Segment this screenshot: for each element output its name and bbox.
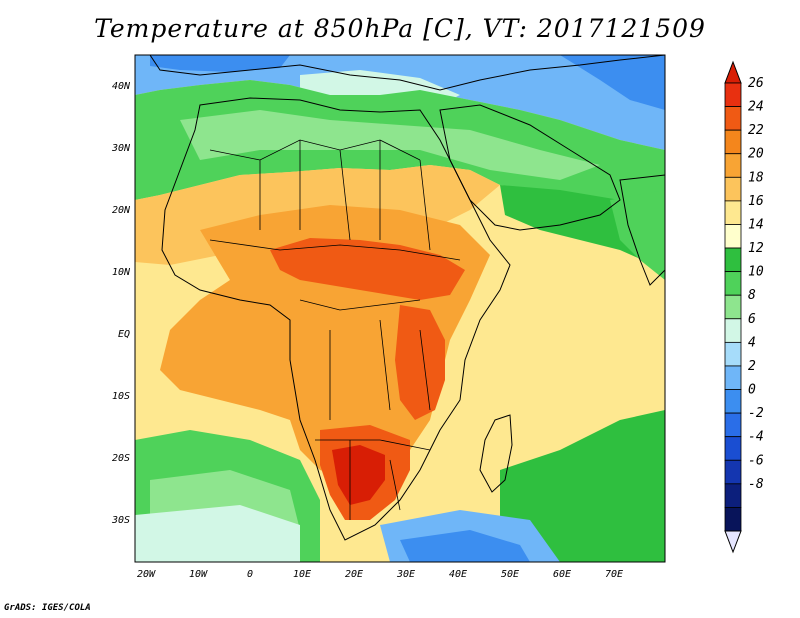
colorbar-segments	[724, 82, 742, 532]
border-lines-north	[209, 139, 431, 251]
lon-tick-label: 10E	[293, 569, 311, 580]
colorbar-segment	[724, 82, 742, 107]
europe-coastline	[149, 55, 665, 91]
colorbar-label: 26	[748, 76, 764, 91]
colorbar-segment	[724, 106, 742, 131]
colorbar-segment	[724, 341, 742, 367]
colorbar-label: 10	[748, 265, 764, 280]
colorbar-label: 2	[748, 359, 756, 374]
south-atlantic-pale	[135, 505, 300, 562]
chart-title: Temperature at 850hPa [C], VT: 201712150…	[94, 14, 706, 43]
lon-tick-label: 10W	[189, 569, 208, 580]
colorbar-segment	[724, 459, 742, 485]
colorbar-label: 24	[748, 100, 764, 115]
lon-tick-label: 70E	[605, 569, 623, 580]
border-lines-south	[315, 439, 431, 520]
colorbar-segment	[724, 153, 742, 178]
lat-tick-label: 10N	[112, 267, 131, 278]
colorbar-label: 12	[748, 241, 764, 256]
lon-tick-label: 0	[247, 569, 253, 580]
lat-tick-label: 30S	[111, 515, 130, 526]
south-indian-green	[500, 410, 665, 562]
colorbar-label: -2	[748, 406, 764, 421]
colorbar-segment	[724, 507, 742, 532]
colorbar-label: 8	[748, 288, 756, 303]
border-lines-central	[209, 239, 461, 420]
madagascar-coastline	[479, 414, 513, 493]
colorbar-segment	[724, 412, 742, 438]
lon-tick-label: 20W	[137, 569, 156, 580]
lat-tick-label: 10S	[112, 391, 130, 402]
colorbar-label: 18	[748, 170, 764, 185]
lat-tick-label: EQ	[118, 329, 130, 340]
colorbar-segment	[724, 271, 742, 296]
colorbar-segment	[724, 247, 742, 273]
colorbar-segment	[724, 294, 742, 320]
colorbar-label: 16	[748, 194, 764, 209]
colorbar-segment	[724, 318, 742, 343]
sahel-hot-core	[270, 238, 465, 300]
colorbar-label: 14	[748, 217, 764, 232]
lat-tick-label: 40N	[112, 81, 131, 92]
footer-credit: GrADS: IGES/COLA	[4, 603, 91, 613]
coastlines	[149, 55, 665, 541]
lon-tick-label: 20E	[345, 569, 363, 580]
southern-africa-hottest	[332, 445, 385, 505]
colorbar-label: 22	[748, 123, 764, 138]
lon-tick-label: 50E	[501, 569, 519, 580]
colorbar-segment	[724, 365, 742, 390]
lat-tick-label: 20N	[112, 205, 131, 216]
country-borders	[209, 139, 461, 520]
lat-tick-label: 30N	[111, 143, 131, 154]
colorbar-label: 6	[748, 312, 756, 327]
north-deep-blue	[150, 55, 290, 72]
colorbar-label: -4	[748, 430, 764, 445]
colorbar-segment	[724, 200, 742, 225]
south-tip-deep-blue	[400, 530, 530, 562]
colorbar-label: -8	[748, 477, 764, 492]
colorbar-segment	[724, 129, 742, 155]
colorbar-segment	[724, 483, 742, 508]
colorbar-bottom-arrow	[724, 530, 742, 554]
arabia-coastline	[439, 104, 621, 231]
india-green	[610, 190, 665, 280]
colorbar-label: 0	[748, 383, 756, 398]
colorbar-top-arrow	[724, 60, 742, 84]
colorbar-segment	[724, 436, 742, 461]
north-blue-band	[135, 55, 665, 150]
north-deep-blue-east	[560, 55, 665, 110]
longitude-axis: 20W 10W 0 10E 20E 30E 40E 50E 60E 70E	[137, 569, 623, 580]
colorbar-label: -6	[748, 453, 764, 468]
lon-tick-label: 40E	[449, 569, 467, 580]
latitude-axis: 40N 30N 20N 10N EQ 10S 20S 30S	[111, 81, 131, 526]
colorbar-segment	[724, 224, 742, 249]
lon-tick-label: 60E	[553, 569, 571, 580]
lat-tick-label: 20S	[112, 453, 130, 464]
colorbar-segment	[724, 176, 742, 202]
india-coastline	[619, 174, 665, 286]
colorbar-label: 20	[748, 147, 764, 162]
africa-coastline	[161, 97, 511, 541]
colorbar-segment	[724, 389, 742, 414]
colorbar-label: 4	[748, 335, 756, 350]
map-frame	[134, 54, 666, 563]
east-africa-hot-core	[395, 305, 445, 420]
lon-tick-label: 30E	[396, 569, 415, 580]
temperature-field	[135, 55, 665, 562]
